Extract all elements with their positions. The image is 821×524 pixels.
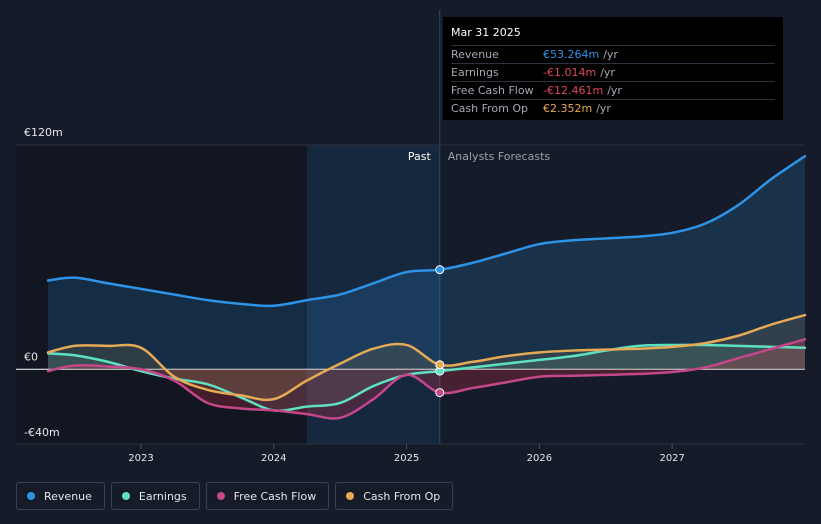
tooltip-label: Revenue [451,48,499,61]
legend-dot-icon [216,492,225,500]
tooltip-panel: Mar 31 2025 Revenue €53.264m /yr Earning… [443,17,783,120]
tooltip-value: -€12.461m [543,84,604,97]
tooltip-value: €53.264m [543,48,600,61]
series-line-cash-from-op [46,313,807,402]
x-tick-label: 2023 [128,453,153,464]
series-line-revenue [46,154,807,308]
chart-background [16,10,441,444]
past-label: Past [408,150,432,163]
forecast-label: Analysts Forecasts [448,150,551,163]
tooltip-unit: /yr [607,84,622,97]
tooltip-label: Cash From Op [451,102,529,115]
legend-item-revenue[interactable]: Revenue [16,482,105,510]
tooltip-row-cash-from-op: Cash From Op €2.352m /yr [451,99,775,117]
area-free-cash-flow [48,339,805,419]
tooltip-unit: /yr [603,48,618,61]
tooltip-value: €2.352m [543,102,593,115]
legend-item-free-cash-flow[interactable]: Free Cash Flow [205,482,330,510]
marker-free-cash-flow [435,388,445,398]
area-revenue [48,156,805,370]
x-tick-label: 2024 [261,453,286,464]
past-highlight-region [306,145,440,444]
legend-label: Earnings [138,489,187,503]
tooltip-label: Earnings [451,66,499,79]
x-tick-label: 2027 [659,453,684,464]
marker-cash-from-op [435,360,445,370]
x-tick-label: 2025 [394,453,419,464]
tooltip-value: -€1.014m [543,66,597,79]
y-axis-label: -€40m [24,426,60,439]
chart-labels: €120m €0 -€40m 2023 2024 2025 2026 2027 Past Anal… [24,126,685,464]
tooltip-row-earnings: Earnings -€1.014m /yr [451,63,775,81]
marker-revenue [435,265,445,275]
tooltip-unit: /yr [596,102,611,115]
chart-gridlines [16,144,805,449]
legend-label: Free Cash Flow [233,489,317,503]
tooltip-label: Free Cash Flow [451,84,534,97]
chart-legend: Revenue Earnings Free Cash Flow Cash Fro… [16,482,454,510]
legend-dot-icon [346,492,355,500]
tooltip-row-revenue: Revenue €53.264m /yr [451,45,775,63]
chart-lines [46,154,807,420]
legend-item-cash-from-op[interactable]: Cash From Op [335,482,454,510]
history-shade [16,145,307,444]
y-axis-label: €120m [24,126,63,139]
tooltip-date: Mar 31 2025 [451,26,521,39]
legend-dot-icon [27,492,35,500]
series-line-free-cash-flow [46,338,807,420]
tooltip-row-free-cash-flow: Free Cash Flow -€12.461m /yr [451,81,775,99]
x-tick-label: 2026 [527,453,552,464]
y-axis-label: €0 [24,350,38,363]
legend-label: Cash From Op [363,489,441,503]
chart-markers [435,265,445,398]
tooltip-unit: /yr [600,66,615,79]
legend-item-earnings[interactable]: Earnings [110,482,200,510]
legend-dot-icon [121,492,130,500]
legend-label: Revenue [44,489,92,503]
